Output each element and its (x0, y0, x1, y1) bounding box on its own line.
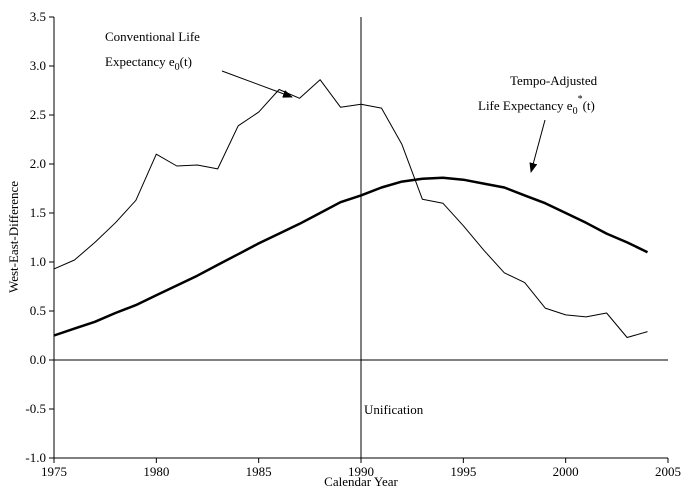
annotation: Tempo-Adjusted (510, 73, 598, 88)
annotation-line: Conventional Life (105, 29, 200, 44)
series-line (53, 176, 649, 337)
annotation-line: Expectancy e (105, 54, 175, 69)
series-line (53, 79, 648, 338)
annotation: Conventional Life (105, 29, 200, 44)
x-tick-label: 1980 (143, 464, 169, 479)
x-tick-label: 1990 (348, 464, 374, 479)
y-axis-label: West-East-Difference (6, 181, 21, 293)
y-tick-label: 2.0 (30, 156, 46, 171)
annotation-line: Tempo-Adjusted (510, 73, 598, 88)
annotation: Expectancy e0(t) (105, 54, 192, 73)
annotation-sub: 0 (175, 62, 180, 73)
arrow (221, 70, 293, 98)
y-tick-label: -0.5 (25, 401, 46, 416)
y-tick-label: 3.5 (30, 9, 46, 24)
annotation-line: (t) (583, 98, 595, 113)
x-tick-label: 1995 (450, 464, 476, 479)
y-tick-label: 0.5 (30, 303, 46, 318)
reference-label: Unification (364, 402, 424, 417)
x-tick-label: 1985 (246, 464, 272, 479)
y-tick-label: 1.0 (30, 254, 46, 269)
annotation-sub: 0 (573, 106, 578, 117)
y-tick-label: -1.0 (25, 450, 46, 465)
annotation-line: (t) (180, 54, 192, 69)
x-tick-label: 1975 (41, 464, 67, 479)
y-tick-label: 1.5 (30, 205, 46, 220)
y-tick-label: 2.5 (30, 107, 46, 122)
x-tick-label: 2005 (655, 464, 681, 479)
y-tick-label: 3.0 (30, 58, 46, 73)
annotation: Life Expectancy e0*(t) (478, 94, 595, 117)
arrow (529, 119, 546, 173)
y-tick-label: 0.0 (30, 352, 46, 367)
x-tick-label: 2000 (553, 464, 579, 479)
x-axis-label: Calendar Year (324, 474, 398, 489)
annotation-sup: * (578, 94, 583, 105)
annotation-line: Life Expectancy e (478, 98, 573, 113)
